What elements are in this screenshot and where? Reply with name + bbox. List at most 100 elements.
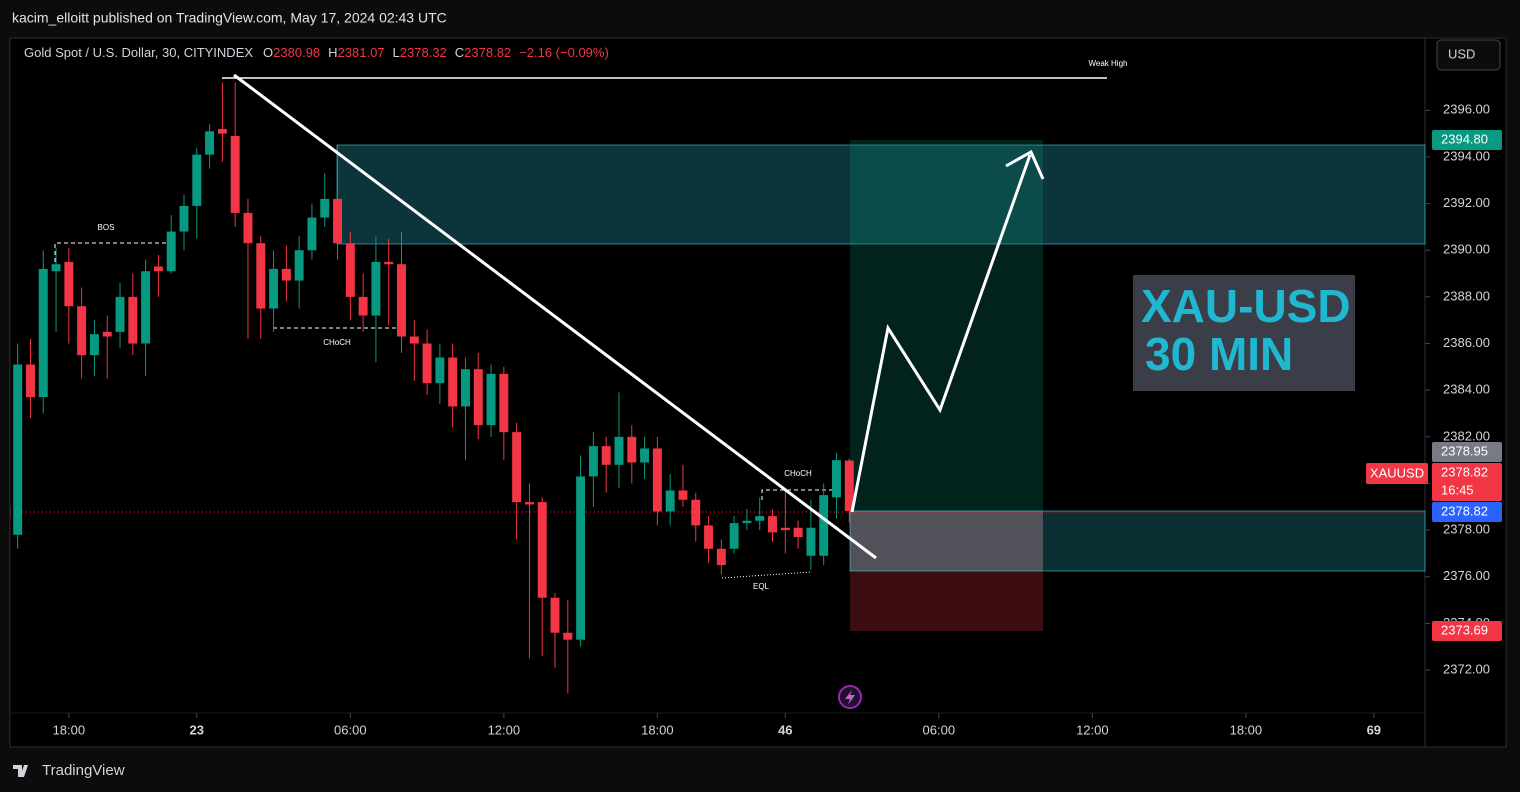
- candle-body: [89, 334, 99, 356]
- candle-body: [166, 231, 176, 272]
- y-tick-label: 2378.00: [1443, 522, 1490, 537]
- trend-line: [233, 73, 877, 560]
- candle-body: [614, 436, 624, 465]
- chart-frame: [9, 37, 1507, 748]
- candle-body: [64, 261, 74, 307]
- price-tag: [1432, 442, 1502, 462]
- legend-letter: O: [263, 45, 273, 60]
- candle-body: [460, 369, 470, 407]
- y-tick-label: 2392.00: [1443, 195, 1490, 210]
- candle-body: [141, 271, 151, 344]
- price-tag-label: 2378.95: [1441, 443, 1488, 458]
- candle-body: [256, 243, 266, 309]
- candle-body: [844, 460, 854, 511]
- candle-body: [806, 527, 816, 556]
- candle-body: [371, 261, 381, 316]
- legend-open: 2380.98: [273, 45, 320, 60]
- price-tag: [1432, 502, 1502, 522]
- x-tick-label: 18:00: [1230, 722, 1263, 737]
- annotation: EQL: [753, 582, 770, 591]
- annotation: Weak High: [1089, 59, 1128, 68]
- countdown: 16:45: [1441, 482, 1474, 497]
- target-box: [850, 140, 1043, 511]
- candle-body: [537, 502, 547, 598]
- annotation: CHoCH: [784, 469, 812, 478]
- candle-body: [742, 520, 752, 524]
- arrow-head: [1005, 149, 1045, 180]
- candle-body: [422, 343, 432, 384]
- x-tick-label: 18:00: [641, 722, 674, 737]
- candle-body: [435, 357, 445, 384]
- price-tag-label: 2394.80: [1441, 131, 1488, 146]
- candles: [13, 82, 854, 694]
- legend-change: −2.16 (−0.09%): [519, 45, 609, 60]
- drawings: [10, 77, 1426, 631]
- candle-body: [512, 432, 522, 503]
- price-tag-label: 2373.69: [1441, 622, 1488, 637]
- candle-body: [486, 373, 496, 426]
- candle-body: [307, 217, 317, 251]
- candle-body: [38, 268, 48, 398]
- candle-body: [153, 266, 163, 272]
- candle-body: [281, 268, 291, 281]
- candle-body: [409, 336, 419, 344]
- demand-zone: [849, 510, 1426, 572]
- candle-body: [601, 446, 611, 465]
- x-tick-label: 06:00: [334, 722, 367, 737]
- candle-body: [345, 243, 355, 297]
- entry-overlap: [850, 511, 1043, 571]
- candle-body: [832, 460, 841, 498]
- candle-body: [729, 523, 739, 549]
- symbol-tag: [1366, 463, 1428, 484]
- candle-body: [269, 268, 279, 309]
- candle-body: [563, 632, 573, 640]
- candle-body: [294, 250, 304, 281]
- eql-line: [721, 571, 813, 579]
- x-tick-label: 12:00: [1076, 722, 1109, 737]
- projection-arrow: [850, 154, 1032, 513]
- legend-letter: H: [328, 45, 337, 60]
- candle-body: [524, 502, 534, 505]
- x-tick-label: 06:00: [923, 722, 956, 737]
- candle-body: [448, 357, 458, 407]
- legend-letter: L: [393, 45, 400, 60]
- legend-title: Gold Spot / U.S. Dollar, 30, CITYINDEX: [24, 45, 253, 60]
- legend: Gold Spot / U.S. Dollar, 30, CITYINDEX O2…: [24, 45, 609, 60]
- y-tick-label: 2384.00: [1443, 382, 1490, 397]
- currency-button[interactable]: [1436, 39, 1501, 71]
- y-tick-label: 2372.00: [1443, 661, 1490, 676]
- candle-body: [128, 296, 138, 344]
- candle-body: [179, 205, 189, 232]
- brand-name: TradingView: [42, 762, 125, 779]
- candle-body: [102, 331, 112, 337]
- candle-body: [716, 548, 726, 566]
- legend-high: 2381.07: [338, 45, 385, 60]
- x-tick-label: 12:00: [488, 722, 521, 737]
- x-tick-label: 18:00: [53, 722, 86, 737]
- y-tick-label: 2386.00: [1443, 335, 1490, 350]
- price-tag-label: 2378.82: [1441, 503, 1488, 518]
- symbol-tag-label: XAUUSD: [1370, 465, 1424, 480]
- candle-body: [77, 306, 87, 356]
- last-price-tag: [1432, 463, 1502, 501]
- price-tag: [1432, 621, 1502, 641]
- y-tick-label: 2390.00: [1443, 242, 1490, 257]
- candle-body: [665, 490, 675, 512]
- currency-label: USD: [1448, 46, 1475, 61]
- candle-body: [397, 264, 406, 337]
- overlay: XAU-USD 30 MIN: [233, 73, 1355, 709]
- brand-logo: [13, 765, 28, 777]
- supply-zone: [336, 144, 1426, 245]
- candle-body: [217, 128, 227, 134]
- choch-line: [761, 489, 838, 500]
- candle-body: [358, 296, 368, 316]
- candle-body: [652, 448, 662, 512]
- candle-body: [115, 296, 125, 332]
- overlay-subtitle: 30 MIN: [1145, 328, 1293, 380]
- legend-close: 2378.82: [464, 45, 511, 60]
- label-box: [1133, 275, 1355, 391]
- candle-body: [793, 527, 803, 538]
- x-tick-label: 23: [190, 722, 204, 737]
- candle-body: [499, 373, 509, 433]
